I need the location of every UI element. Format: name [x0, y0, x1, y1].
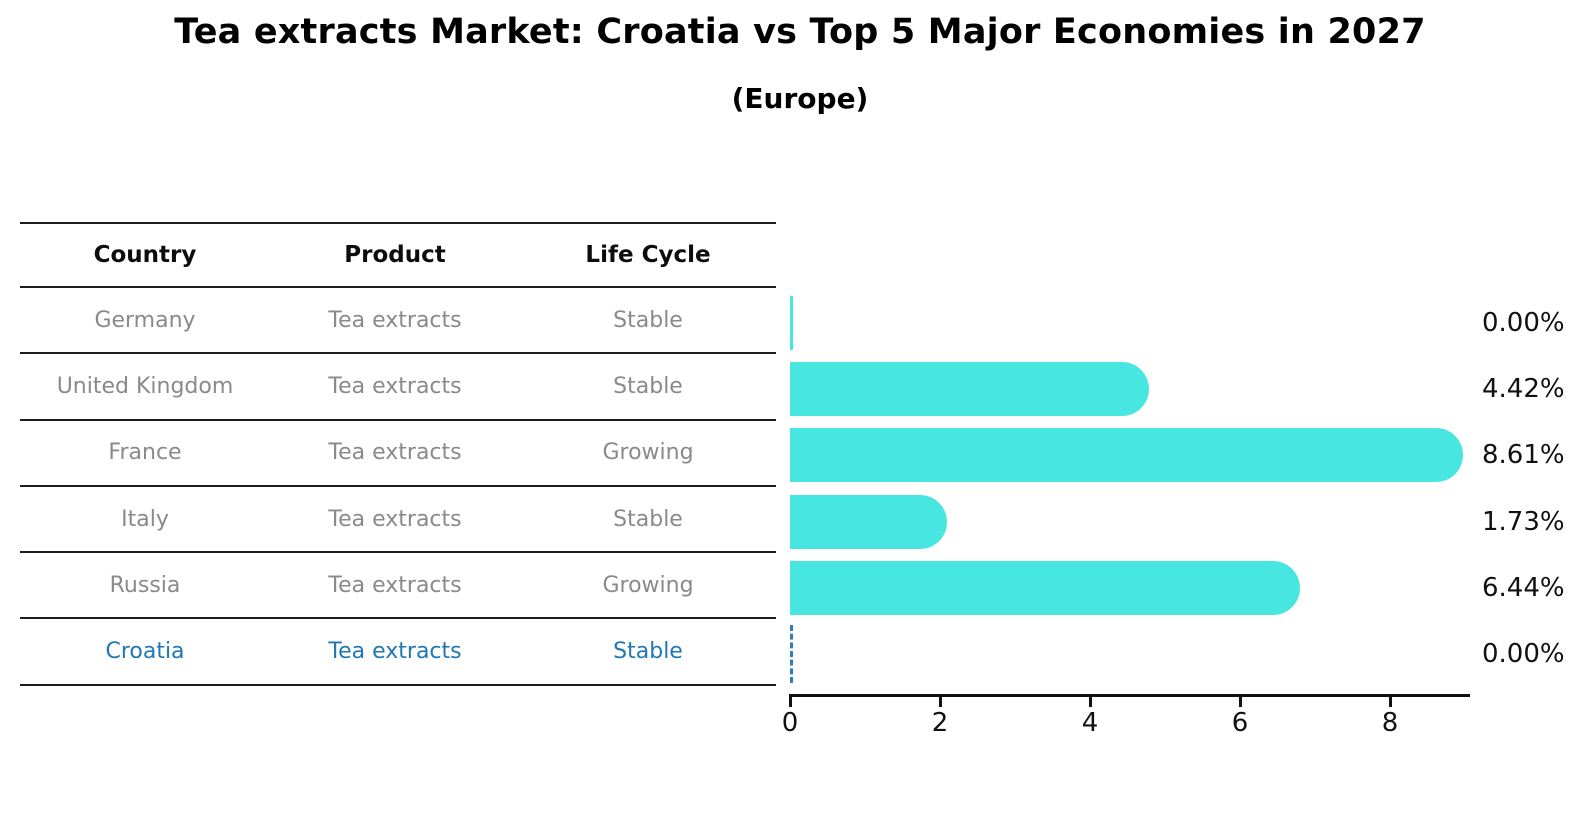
bar-france [790, 428, 1463, 483]
table-body: Germany Tea extracts Stable United Kingdom T… [20, 288, 776, 686]
cell-life_cycle-france: Growing [602, 440, 694, 466]
table-row-germany: Germany Tea extracts Stable [20, 288, 776, 355]
header-product: Product [344, 242, 446, 268]
table-header-row: Country Product Life Cycle [20, 224, 776, 288]
cell-product-united-kingdom: Tea extracts [328, 373, 462, 399]
cell-country-russia: Russia [109, 572, 181, 598]
x-tick-label-2: 2 [931, 708, 949, 738]
table-row-united-kingdom: United Kingdom Tea extracts Stable [20, 354, 776, 421]
zero-bar-germany [790, 296, 793, 350]
cell-country-germany: Germany [94, 307, 196, 333]
value-label-croatia: 0.00% [1482, 639, 1565, 669]
chart-title: Tea extracts Market: Croatia vs Top 5 Ma… [174, 12, 1426, 52]
cell-life_cycle-italy: Stable [613, 506, 683, 532]
highlight-zero-marker-croatia [790, 625, 793, 683]
value-label-united-kingdom: 4.42% [1482, 374, 1565, 405]
table-row-france: France Tea extracts Growing [20, 421, 776, 487]
header-country: Country [93, 242, 197, 268]
x-tick-label-0: 0 [781, 708, 799, 738]
cell-product-germany: Tea extracts [328, 307, 462, 333]
cell-life_cycle-germany: Stable [613, 307, 683, 333]
chart-subtitle: (Europe) [731, 82, 869, 115]
cell-product-russia: Tea extracts [328, 572, 462, 598]
table-row-italy: Italy Tea extracts Stable [20, 487, 776, 554]
value-label-italy: 1.73% [1482, 506, 1565, 537]
cell-country-croatia: Croatia [105, 639, 185, 665]
cell-life_cycle-russia: Growing [602, 572, 694, 598]
value-label-russia: 6.44% [1482, 572, 1565, 603]
cell-country-united-kingdom: United Kingdom [56, 373, 234, 399]
x-tick-label-6: 6 [1231, 708, 1249, 738]
header-life-cycle: Life Cycle [585, 242, 711, 268]
bar-russia [790, 560, 1300, 615]
value-label-germany: 0.00% [1482, 308, 1565, 338]
table-row-russia: Russia Tea extracts Growing [20, 553, 776, 620]
cell-product-croatia: Tea extracts [328, 639, 462, 665]
x-tick-8 [1388, 694, 1392, 707]
cell-country-italy: Italy [121, 506, 169, 532]
bar-united-kingdom [790, 362, 1149, 417]
country-table: Country Product Life Cycle Germany Tea ex… [20, 222, 776, 686]
x-tick-label-8: 8 [1381, 708, 1399, 738]
cell-life_cycle-croatia: Stable [613, 639, 683, 665]
cell-product-france: Tea extracts [328, 440, 462, 466]
table-row-croatia: Croatia Tea extracts Stable [20, 619, 776, 686]
cell-product-italy: Tea extracts [328, 506, 462, 532]
bar-chart: 0 2 4 6 8 [782, 290, 1470, 738]
x-tick-2 [938, 694, 942, 707]
cell-life_cycle-united-kingdom: Stable [613, 373, 683, 399]
x-tick-0 [788, 694, 792, 707]
x-axis [790, 694, 1470, 697]
x-tick-4 [1088, 694, 1092, 707]
x-tick-6 [1238, 694, 1242, 707]
value-label-france: 8.61% [1482, 440, 1565, 471]
x-tick-label-4: 4 [1081, 708, 1099, 738]
cell-country-france: France [108, 440, 182, 466]
bar-italy [790, 494, 947, 549]
